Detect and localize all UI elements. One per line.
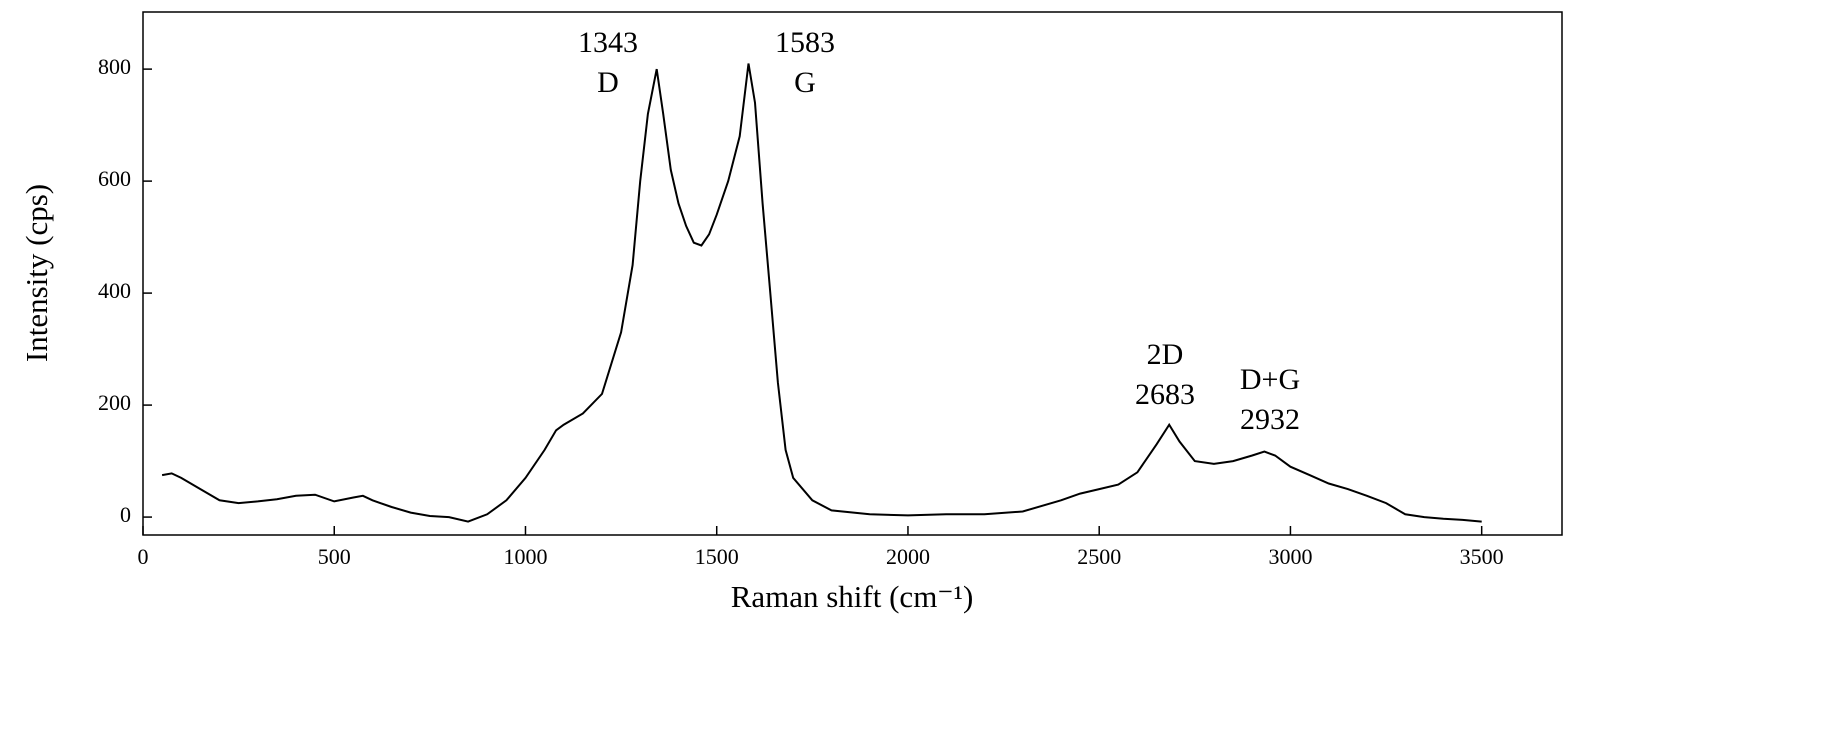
- x-tick-label: 3500: [1460, 544, 1504, 569]
- spectrum-line: [161, 63, 1482, 523]
- peak-annotation: 2683: [1135, 378, 1195, 411]
- x-tick-label: 500: [318, 544, 351, 569]
- peak-annotation: 1343: [578, 26, 638, 59]
- x-tick-label: 2500: [1077, 544, 1121, 569]
- x-tick-label: 0: [138, 544, 149, 569]
- y-tick-label: 0: [120, 502, 131, 527]
- y-axis-label: Intensity (cps): [19, 184, 54, 362]
- y-tick-label: 200: [98, 390, 131, 415]
- peak-annotation: 2D: [1147, 338, 1184, 371]
- x-axis-label: Raman shift (cm⁻¹): [731, 579, 974, 614]
- x-tick-label: 3000: [1268, 544, 1312, 569]
- x-tick-label: 1000: [503, 544, 547, 569]
- x-tick-label: 2000: [886, 544, 930, 569]
- x-tick-label: 1500: [695, 544, 739, 569]
- y-tick-label: 600: [98, 166, 131, 191]
- peak-annotation: 2932: [1240, 403, 1300, 436]
- plot-frame: [142, 11, 1563, 536]
- peak-annotation: G: [794, 66, 816, 99]
- peak-annotation: 1583: [775, 26, 835, 59]
- peak-annotation: D: [597, 66, 619, 99]
- y-tick-label: 400: [98, 278, 131, 303]
- y-tick-label: 800: [98, 54, 131, 79]
- peak-annotation: D+G: [1240, 363, 1300, 396]
